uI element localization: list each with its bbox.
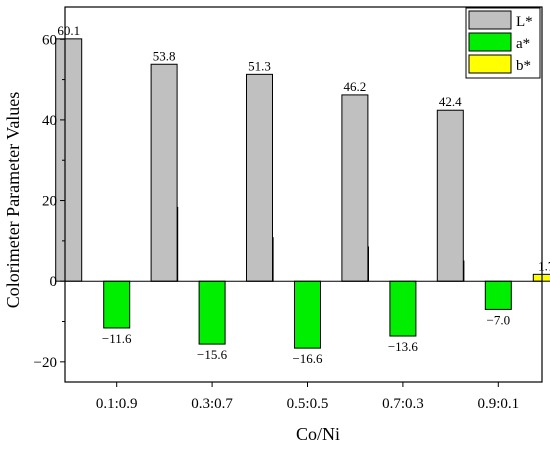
- y-tick-label: −20: [34, 355, 57, 371]
- data-label: −16.6: [292, 351, 323, 366]
- legend: L* a* b*: [465, 7, 541, 79]
- plot-area: 60.1−11.618.30.1:0.953.8−15.610.80.3:0.7…: [34, 6, 550, 412]
- x-tick-label: 0.3:0.7: [191, 396, 233, 412]
- bar-l-3: [341, 94, 369, 282]
- bar-a-1: [198, 280, 226, 345]
- data-label: 46.2: [344, 79, 367, 94]
- bar-l-2: [246, 73, 273, 282]
- bar-a-0: [103, 280, 131, 329]
- x-axis-title: Co/Ni: [296, 424, 340, 444]
- x-tick-label: 0.5:0.5: [287, 396, 329, 412]
- data-label: 42.4: [439, 94, 462, 109]
- data-label: 1.7: [538, 258, 550, 273]
- data-label: 60.1: [57, 23, 80, 38]
- bar-a-3: [389, 280, 417, 337]
- x-tick-label: 0.7:0.3: [382, 396, 424, 412]
- data-label: 51.3: [248, 58, 271, 73]
- data-label: −15.6: [197, 347, 228, 362]
- x-tick-label: 0.1:0.9: [96, 396, 138, 412]
- legend-label: L*: [516, 14, 533, 30]
- bar-l-4: [436, 109, 464, 282]
- data-label: −11.6: [102, 331, 132, 346]
- bar-a-4: [484, 280, 512, 310]
- y-tick-label: 60: [42, 32, 57, 48]
- plot-frame: [64, 6, 543, 383]
- data-label: 53.8: [153, 48, 176, 63]
- bar-l-0: [55, 38, 83, 282]
- y-tick-label: 20: [42, 194, 57, 210]
- data-label: −7.0: [487, 312, 511, 327]
- legend-label: b*: [516, 58, 531, 74]
- y-tick-label: 0: [50, 274, 58, 290]
- data-label: −13.6: [388, 339, 419, 354]
- legend-swatch: [468, 10, 512, 30]
- legend-label: a*: [516, 36, 530, 52]
- legend-swatch: [468, 54, 512, 74]
- y-tick-label: 40: [42, 113, 57, 129]
- bar-a-2: [294, 280, 321, 349]
- bar-l-1: [150, 63, 178, 282]
- x-tick-label: 0.9:0.1: [477, 396, 519, 412]
- y-axis-title: Colorimeter Parameter Values: [3, 92, 23, 309]
- legend-swatch: [468, 32, 512, 52]
